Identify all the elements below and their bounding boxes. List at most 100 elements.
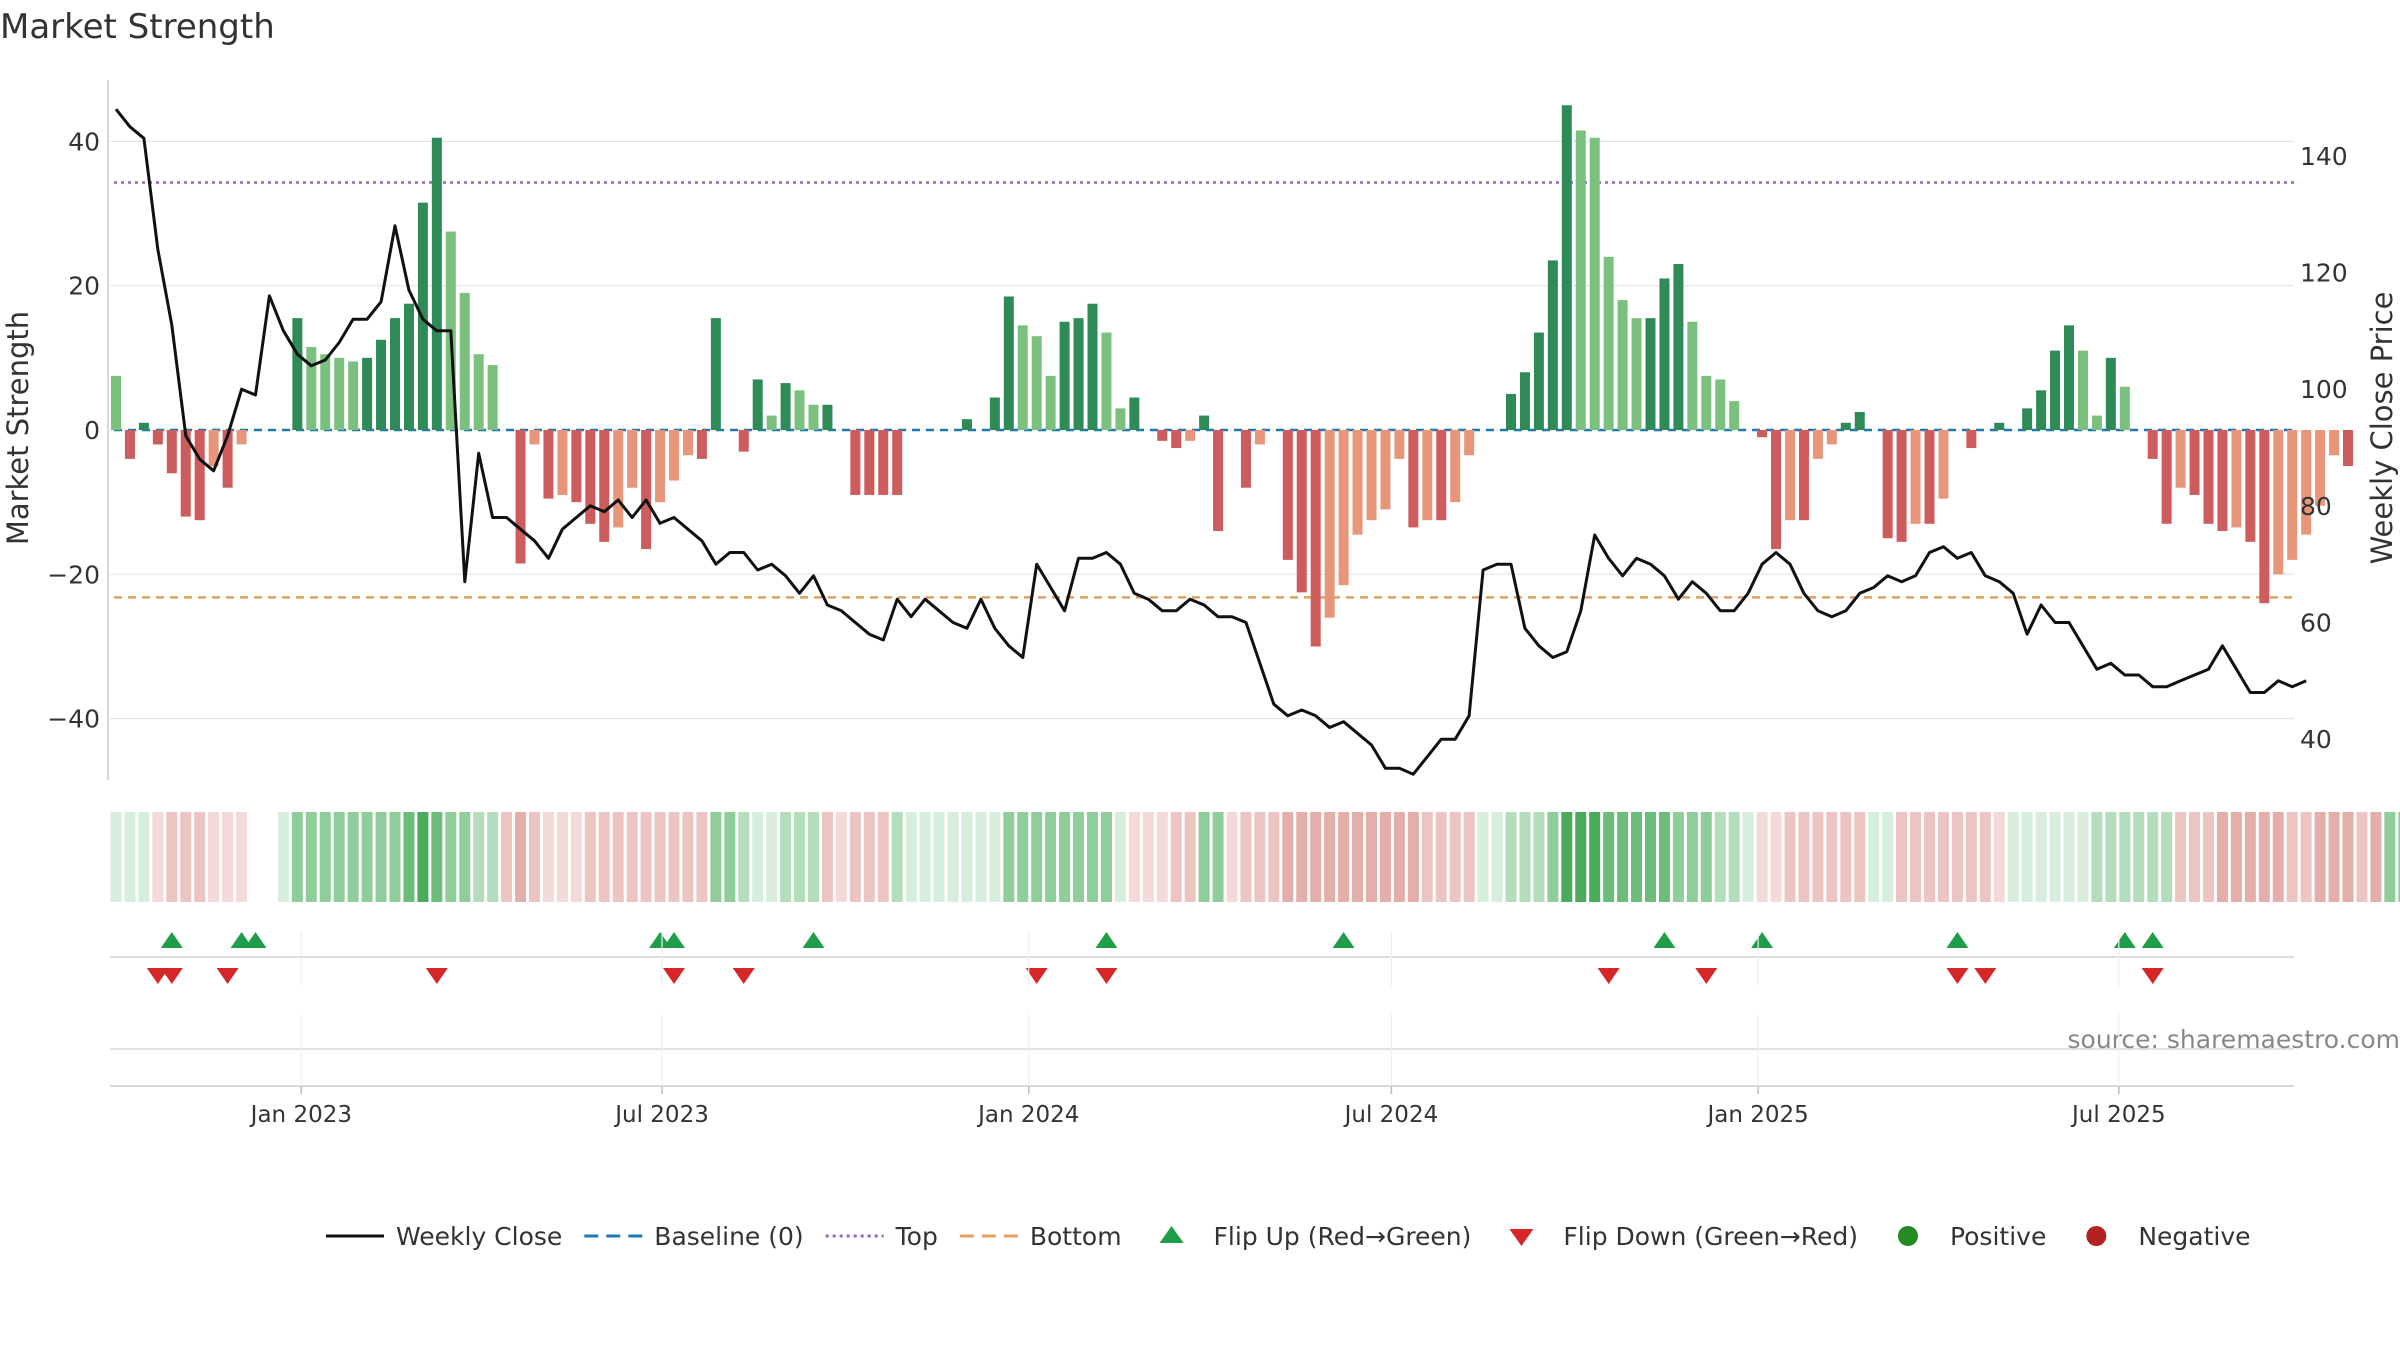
flip-down-marker <box>663 968 685 984</box>
regime-cell <box>152 812 163 902</box>
strength-bar <box>1576 131 1586 430</box>
regime-cell <box>2329 812 2340 902</box>
regime-cell <box>2077 812 2088 902</box>
regime-cell <box>1227 812 1238 902</box>
regime-cell <box>613 812 624 902</box>
strength-bar <box>864 430 874 495</box>
x-tick-label: Jan 2024 <box>976 1102 1079 1128</box>
regime-cell <box>2036 812 2047 902</box>
regime-cell <box>655 812 666 902</box>
strength-bar <box>2106 358 2116 430</box>
strength-bar <box>1841 423 1851 430</box>
regime-cell <box>794 812 805 902</box>
regime-cell <box>2133 812 2144 902</box>
flip-markers <box>110 932 2294 1049</box>
strength-bar <box>2078 351 2088 430</box>
flip-down-marker <box>1695 968 1717 984</box>
regime-cell <box>1282 812 1293 902</box>
regime-cell <box>710 812 721 902</box>
strength-bar <box>432 138 442 430</box>
strength-bar <box>822 405 832 430</box>
strength-bar <box>1966 430 1976 448</box>
strength-bar <box>2273 430 2283 574</box>
regime-cell <box>1575 812 1586 902</box>
regime-cell <box>2259 812 2270 902</box>
regime-cell <box>2301 812 2312 902</box>
strength-bar <box>1074 318 1084 430</box>
regime-cell <box>1394 812 1405 902</box>
y-tick-right: 100 <box>2300 375 2348 404</box>
regime-cell <box>1492 812 1503 902</box>
regime-cell <box>1310 812 1321 902</box>
strength-bar <box>1548 260 1558 430</box>
regime-cell <box>111 812 122 902</box>
regime-cell <box>403 812 414 902</box>
strength-bar <box>2036 390 2046 430</box>
regime-cell <box>892 812 903 902</box>
regime-cell <box>641 812 652 902</box>
strength-bar <box>1101 333 1111 430</box>
strength-bar <box>2329 430 2339 455</box>
flip-down-marker <box>1095 968 1117 984</box>
regime-cell <box>766 812 777 902</box>
strength-bar <box>167 430 177 473</box>
regime-cell <box>1729 812 1740 902</box>
regime-cell <box>1771 812 1782 902</box>
strength-bar <box>1353 430 1363 535</box>
strength-bar <box>795 390 805 430</box>
regime-cell <box>920 812 931 902</box>
strength-bar <box>1088 304 1098 430</box>
strength-bar <box>530 430 540 444</box>
flip-down-marker <box>2142 968 2164 984</box>
strength-bar <box>2148 430 2158 459</box>
y-tick-right: 40 <box>2300 725 2332 754</box>
strength-bar <box>1422 430 1432 520</box>
x-tick-label: Jul 2024 <box>1343 1102 1439 1128</box>
regime-cell <box>1910 812 1921 902</box>
flip-up-marker <box>161 932 183 948</box>
strength-bar <box>543 430 553 499</box>
flip-up-marker <box>245 932 267 948</box>
legend-swatch <box>1160 1226 1184 1243</box>
strength-bar <box>697 430 707 459</box>
strength-bar <box>1046 376 1056 430</box>
strength-bar <box>2050 351 2060 430</box>
regime-cell <box>1059 812 1070 902</box>
regime-cell <box>1380 812 1391 902</box>
strength-bar <box>753 379 763 430</box>
regime-cell <box>1854 812 1865 902</box>
regime-cell <box>780 812 791 902</box>
strength-bar <box>962 419 972 430</box>
legend-label: Positive <box>1950 1222 2046 1251</box>
legend-label: Negative <box>2138 1222 2250 1251</box>
strength-bar <box>1464 430 1474 455</box>
flip-up-marker <box>2114 932 2136 948</box>
regime-cell <box>2022 812 2033 902</box>
strength-bar <box>711 318 721 430</box>
strength-bar <box>1060 322 1070 430</box>
regime-cell <box>1840 812 1851 902</box>
regime-cell <box>501 812 512 902</box>
strength-bar <box>599 430 609 542</box>
strength-bar <box>404 304 414 430</box>
strength-bar <box>2092 416 2102 430</box>
regime-cell <box>417 812 428 902</box>
regime-cell <box>2161 812 2172 902</box>
strength-bar <box>516 430 526 564</box>
legend-label: Bottom <box>1030 1222 1122 1251</box>
y-tick-left: 40 <box>68 127 100 156</box>
regime-cell <box>2050 812 2061 902</box>
regime-cell <box>2384 812 2395 902</box>
legend-label: Flip Down (Green→Red) <box>1563 1222 1858 1251</box>
strength-bar <box>334 358 344 430</box>
regime-cell <box>1101 812 1112 902</box>
strength-bar <box>1255 430 1265 444</box>
flip-up-marker <box>1333 932 1355 948</box>
regime-cell <box>1296 812 1307 902</box>
regime-cell <box>1450 812 1461 902</box>
regime-cell <box>2091 812 2102 902</box>
regime-cell <box>1603 812 1614 902</box>
regime-cell <box>599 812 610 902</box>
